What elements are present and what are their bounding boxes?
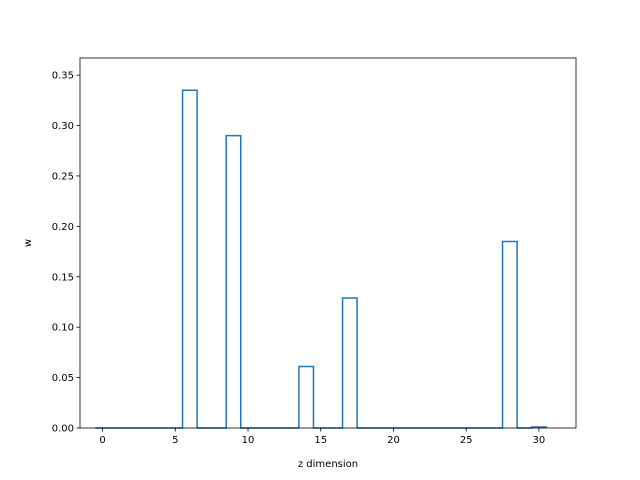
x-tick-label: 25 — [460, 435, 473, 446]
y-tick-label: 0.00 — [52, 424, 74, 435]
y-tick-label: 0.30 — [52, 121, 74, 132]
plot-frame — [79, 57, 577, 429]
x-tick-label: 15 — [314, 435, 327, 446]
y-tick-label: 0.05 — [52, 373, 74, 384]
x-tick-label: 30 — [533, 435, 546, 446]
x-tick-label: 5 — [172, 435, 178, 446]
x-tick-label: 20 — [387, 435, 400, 446]
x-axis-label: z dimension — [298, 459, 358, 470]
y-tick-label: 0.35 — [52, 71, 74, 82]
y-tick-label: 0.10 — [52, 323, 74, 334]
x-axis-ticks: 0 5 10 15 20 25 30 — [99, 428, 545, 446]
y-tick-label: 0.20 — [52, 222, 74, 233]
y-tick-label: 0.25 — [52, 171, 74, 182]
y-tick-label: 0.15 — [52, 272, 74, 283]
y-axis-ticks: 0.00 0.05 0.10 0.15 0.20 0.25 0.30 0.35 — [52, 71, 80, 435]
x-tick-label: 0 — [99, 435, 105, 446]
x-tick-label: 10 — [242, 435, 255, 446]
y-axis-label: w — [23, 239, 34, 247]
